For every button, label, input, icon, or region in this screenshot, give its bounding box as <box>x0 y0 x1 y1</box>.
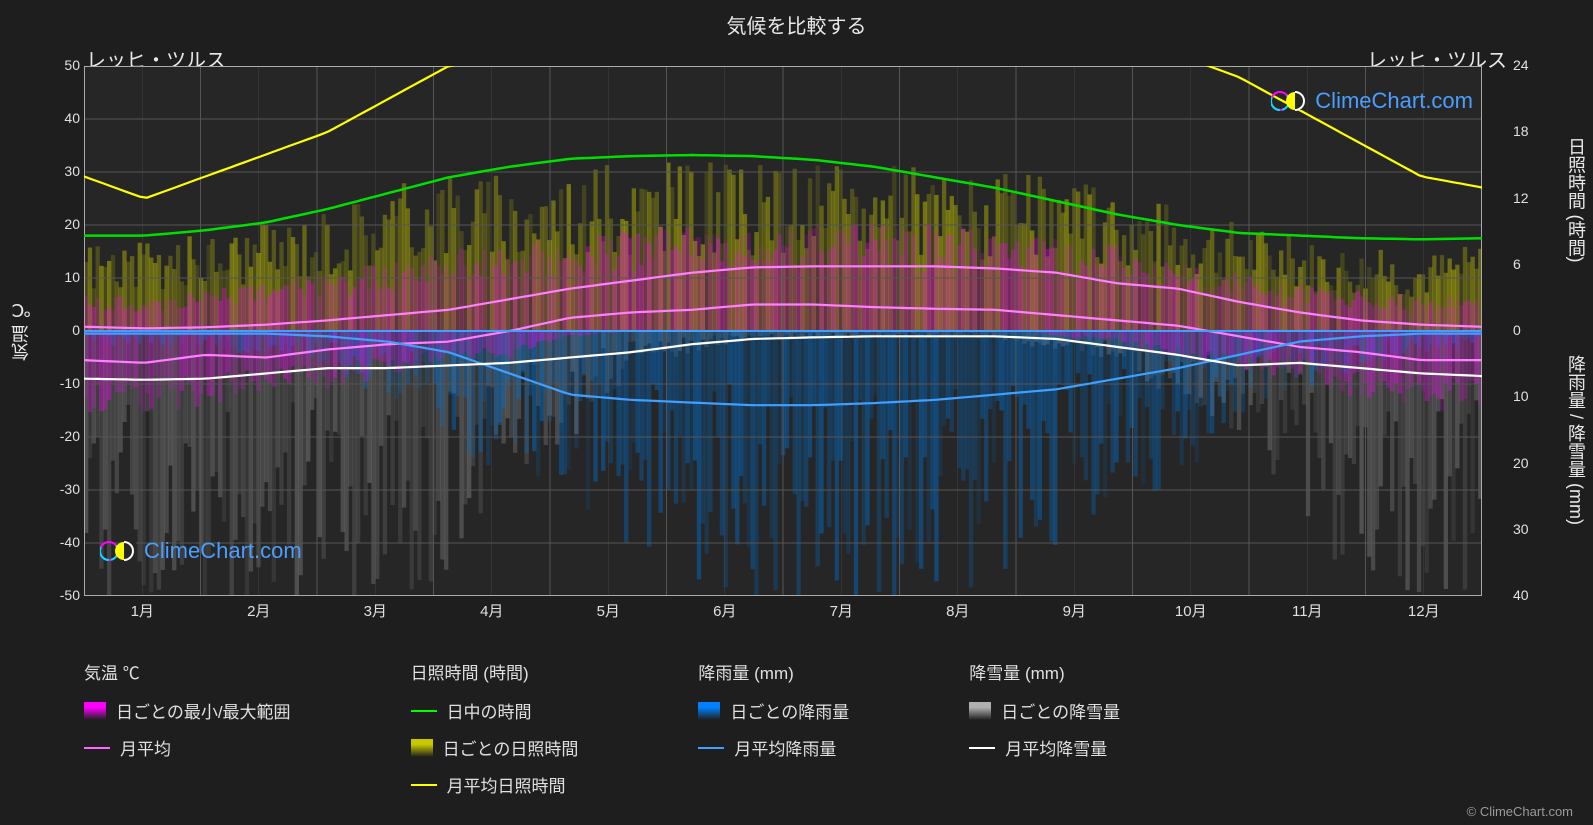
axis-right-sun-label: 日照時間 (時間) <box>1563 138 1589 263</box>
axis-tick: 4月 <box>480 600 503 621</box>
axis-tick: 9月 <box>1063 600 1086 621</box>
logo-bottom: ClimeChart.com <box>100 538 302 564</box>
legend-rain: 降雨量 (mm) 日ごとの降雨量 月平均降雨量 <box>698 659 849 797</box>
axis-tick: 50 <box>44 57 80 73</box>
axis-tick: 10 <box>1513 388 1549 404</box>
legend-label: 日中の時間 <box>447 698 532 723</box>
axis-tick: 6月 <box>713 600 736 621</box>
credit: © ClimeChart.com <box>1467 804 1573 819</box>
legend-header: 日照時間 (時間) <box>411 659 579 684</box>
axis-tick: 10月 <box>1175 600 1207 621</box>
legend-label: 日ごとの最小/最大範囲 <box>116 698 291 723</box>
axis-tick: 7月 <box>830 600 853 621</box>
legend-label: 月平均 <box>120 735 171 760</box>
axis-tick: 0 <box>44 322 80 338</box>
axis-left-label: 気温 ℃ <box>8 299 34 361</box>
legend-label: 日ごとの降雨量 <box>730 698 849 723</box>
legend-label: 月平均日照時間 <box>447 772 566 797</box>
swatch-line <box>969 747 995 749</box>
logo-top: ClimeChart.com <box>1271 88 1473 114</box>
swatch-line <box>411 710 437 712</box>
legend-snow: 降雪量 (mm) 日ごとの降雪量 月平均降雪量 <box>969 659 1120 797</box>
axis-tick: 30 <box>44 163 80 179</box>
axis-tick: -40 <box>44 534 80 550</box>
legend-item: 日中の時間 <box>411 698 579 723</box>
axis-tick: 0 <box>1513 322 1549 338</box>
axis-tick: 20 <box>44 216 80 232</box>
legend-item: 月平均 <box>84 735 291 760</box>
axis-tick: 8月 <box>946 600 969 621</box>
logo-text: ClimeChart.com <box>1315 88 1473 114</box>
axis-tick: -10 <box>44 375 80 391</box>
swatch-line <box>84 747 110 749</box>
axis-tick: -50 <box>44 587 80 603</box>
axis-tick: 11月 <box>1292 600 1323 621</box>
axis-tick: 12 <box>1513 190 1549 206</box>
legend-header: 降雨量 (mm) <box>698 659 849 684</box>
legend: 気温 ℃ 日ごとの最小/最大範囲 月平均 日照時間 (時間) 日中の時間 日ごと… <box>84 659 1509 797</box>
legend-temp: 気温 ℃ 日ごとの最小/最大範囲 月平均 <box>84 659 291 797</box>
axis-tick: -30 <box>44 481 80 497</box>
swatch-box <box>698 702 720 720</box>
logo-icon <box>100 539 136 563</box>
legend-label: 日ごとの降雪量 <box>1001 698 1120 723</box>
legend-item: 月平均日照時間 <box>411 772 579 797</box>
climate-chart <box>84 66 1482 596</box>
legend-item: 日ごとの日照時間 <box>411 735 579 760</box>
axis-tick: 30 <box>1513 521 1549 537</box>
legend-item: 日ごとの降雪量 <box>969 698 1120 723</box>
axis-tick: 18 <box>1513 123 1549 139</box>
logo-text: ClimeChart.com <box>144 538 302 564</box>
swatch-box <box>411 739 433 757</box>
swatch-line <box>698 747 724 749</box>
axis-tick: 12月 <box>1408 600 1440 621</box>
axis-tick: 6 <box>1513 256 1549 272</box>
legend-item: 日ごとの最小/最大範囲 <box>84 698 291 723</box>
swatch-box <box>969 702 991 720</box>
legend-header: 降雪量 (mm) <box>969 659 1120 684</box>
swatch-line <box>411 784 437 786</box>
chart-title: 気候を比較する <box>0 10 1593 39</box>
legend-label: 日ごとの日照時間 <box>443 735 579 760</box>
swatch-box <box>84 702 106 720</box>
axis-tick: 20 <box>1513 455 1549 471</box>
logo-icon <box>1271 89 1307 113</box>
axis-tick: 5月 <box>597 600 620 621</box>
legend-label: 月平均降雪量 <box>1005 735 1107 760</box>
legend-item: 日ごとの降雨量 <box>698 698 849 723</box>
axis-tick: 40 <box>1513 587 1549 603</box>
legend-label: 月平均降雨量 <box>734 735 836 760</box>
legend-sun: 日照時間 (時間) 日中の時間 日ごとの日照時間 月平均日照時間 <box>411 659 579 797</box>
axis-right-precip-label: 降雨量 / 降雪量 (mm) <box>1563 355 1589 525</box>
axis-tick: 10 <box>44 269 80 285</box>
axis-tick: 2月 <box>247 600 270 621</box>
axis-tick: 3月 <box>364 600 387 621</box>
legend-item: 月平均降雪量 <box>969 735 1120 760</box>
axis-tick: 40 <box>44 110 80 126</box>
axis-tick: 1月 <box>131 600 154 621</box>
legend-header: 気温 ℃ <box>84 659 291 684</box>
legend-item: 月平均降雨量 <box>698 735 849 760</box>
axis-tick: -20 <box>44 428 80 444</box>
axis-tick: 24 <box>1513 57 1549 73</box>
